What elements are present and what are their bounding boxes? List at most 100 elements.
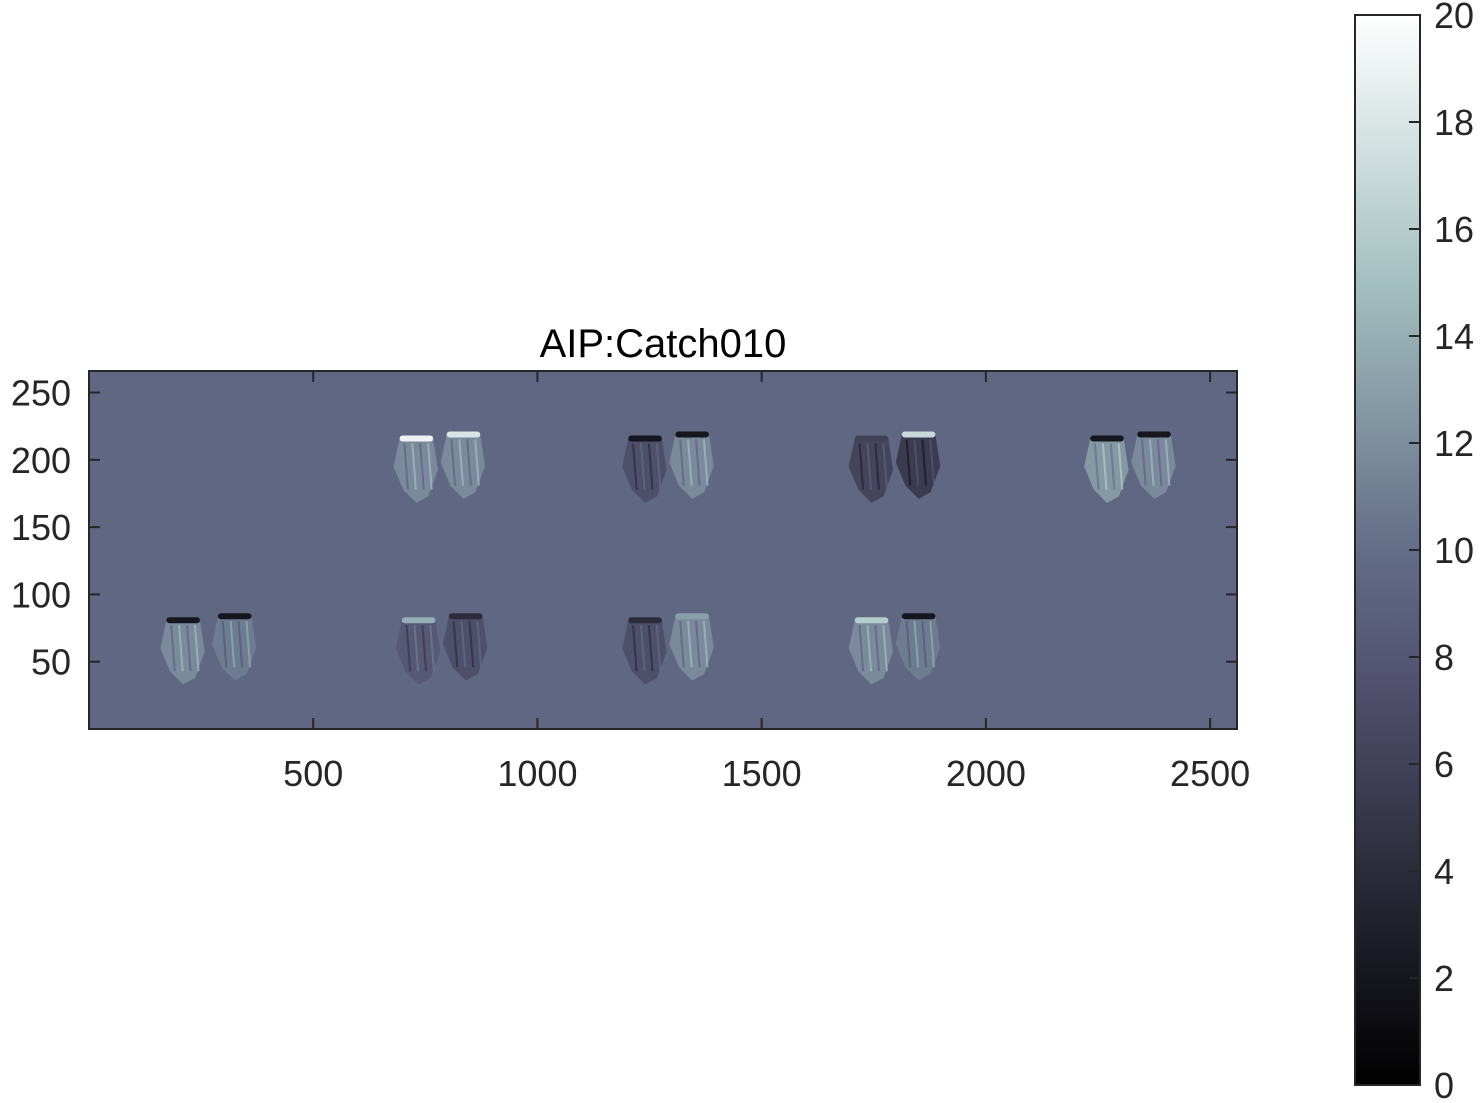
heatmap-blob-streak — [452, 621, 459, 668]
heatmap-blob-top — [1090, 435, 1124, 442]
heatmap-blob — [440, 431, 486, 499]
heatmap-blob-top — [854, 617, 889, 624]
heatmap-blob-streak — [921, 621, 928, 668]
colorbar-tick-label: 14 — [1434, 316, 1474, 357]
heatmap-blob-streak — [905, 439, 912, 486]
heatmap-blob — [395, 617, 441, 685]
heatmap-blob-streak — [1093, 443, 1100, 490]
heatmap-axes: 500 1000 1500 2000 2500 50 100 150 200 250 AIP:C… — [11, 322, 1250, 794]
heatmap-blob-streak — [193, 625, 200, 672]
heatmap-blobs — [160, 431, 1176, 685]
heatmap-blob-streak — [237, 621, 244, 668]
heatmap-blob-streak — [866, 443, 873, 490]
heatmap-blob-top — [675, 431, 709, 438]
heatmap-blob-streak — [1148, 439, 1155, 486]
heatmap-blob-top — [854, 435, 889, 442]
heatmap-blob-streak — [245, 621, 252, 668]
heatmap-blob — [393, 435, 438, 503]
heatmap-blob-top — [901, 431, 936, 438]
heatmap-blob-top — [399, 435, 434, 442]
heatmap-blob-streak — [866, 625, 873, 672]
heatmap-blob-streak — [405, 625, 412, 672]
heatmap-blob-streak — [858, 625, 865, 672]
heatmap-blob-streak — [1101, 443, 1108, 490]
heatmap-blob — [622, 435, 667, 503]
x-tick-label: 500 — [283, 753, 343, 794]
y-axis-ticks: 50 100 150 200 250 — [11, 373, 1237, 683]
heatmap-blob-streak — [419, 443, 425, 490]
heatmap-blob — [895, 613, 941, 681]
heatmap-blob-streak — [429, 625, 435, 672]
heatmap-blob-streak — [639, 443, 646, 490]
heatmap-blob-streak — [186, 625, 192, 672]
heatmap-blob-streak — [882, 443, 888, 490]
colorbar-tick-label: 20 — [1434, 0, 1474, 36]
y-tick-label: 50 — [31, 642, 71, 683]
heatmap-blob-top — [1137, 431, 1171, 438]
heatmap-blob — [211, 613, 257, 681]
heatmap-blob-streak — [170, 625, 176, 672]
colorbar-ticks: 0 2 4 6 8 10 12 14 16 18 20 — [1409, 0, 1474, 1103]
heatmap-blob-streak — [679, 439, 685, 486]
heatmap-blob-streak — [647, 625, 654, 672]
x-tick-label: 1000 — [497, 753, 577, 794]
colorbar-tick-label: 18 — [1434, 102, 1474, 143]
heatmap-blob-streak — [632, 625, 638, 672]
colorbar-tick-label: 12 — [1434, 423, 1474, 464]
heatmap-blob — [1084, 435, 1129, 503]
heatmap-blob-top — [901, 613, 936, 620]
x-tick-label: 2000 — [946, 753, 1026, 794]
heatmap-blob-top — [446, 431, 481, 438]
colorbar: 0 2 4 6 8 10 12 14 16 18 20 — [1354, 0, 1474, 1103]
heatmap-blob-streak — [687, 621, 693, 668]
heatmap-blob-top — [628, 617, 662, 624]
colorbar-tick-label: 10 — [1434, 530, 1474, 571]
heatmap-blob-streak — [702, 439, 709, 486]
x-axis-ticks: 500 1000 1500 2000 2500 — [283, 371, 1250, 794]
heatmap-background — [89, 371, 1237, 729]
heatmap-blob-streak — [905, 621, 912, 668]
heatmap-blob-streak — [474, 439, 480, 486]
chart-title: AIP:Catch010 — [540, 322, 787, 366]
heatmap-blob-streak — [874, 625, 880, 672]
heatmap-blob-streak — [427, 443, 433, 490]
heatmap-blob-streak — [655, 443, 662, 490]
heatmap-frame — [88, 370, 1238, 730]
heatmap-blob-streak — [858, 443, 865, 490]
heatmap-blob-streak — [460, 621, 467, 668]
heatmap-blob — [1131, 431, 1176, 499]
heatmap-blob-streak — [1117, 443, 1124, 490]
heatmap-blob — [848, 617, 894, 685]
heatmap-blob — [848, 435, 894, 503]
heatmap-blob-top — [675, 613, 709, 620]
heatmap-blob-streak — [1164, 439, 1171, 486]
heatmap-blob-streak — [411, 443, 417, 490]
heatmap-blob-top — [448, 613, 483, 620]
heatmap-blob-streak — [632, 443, 638, 490]
heatmap-blob-streak — [921, 439, 928, 486]
heatmap-blob-streak — [468, 621, 475, 668]
heatmap-blob-streak — [679, 621, 685, 668]
heatmap-blob-streak — [413, 625, 420, 672]
heatmap-blob-streak — [466, 439, 472, 486]
heatmap-blob — [442, 613, 488, 681]
heatmap-blob-streak — [687, 439, 693, 486]
heatmap-blob — [160, 617, 205, 685]
heatmap-blob-streak — [929, 439, 935, 486]
y-tick-label: 250 — [11, 373, 71, 414]
heatmap-blob-streak — [178, 625, 184, 672]
x-tick-label: 1500 — [722, 753, 802, 794]
heatmap-blob-streak — [647, 443, 654, 490]
heatmap-blob — [669, 613, 714, 681]
heatmap-blob-streak — [913, 621, 920, 668]
colorbar-tick-label: 6 — [1434, 744, 1454, 785]
heatmap-blob-streak — [476, 621, 483, 668]
colorbar-tick-label: 2 — [1434, 958, 1454, 999]
heatmap-blob-streak — [639, 625, 646, 672]
heatmap-blob-top — [401, 617, 436, 624]
heatmap-blob — [895, 431, 941, 499]
heatmap-blob-streak — [221, 621, 228, 668]
heatmap-blob-streak — [694, 439, 701, 486]
heatmap-blob-streak — [1109, 443, 1116, 490]
